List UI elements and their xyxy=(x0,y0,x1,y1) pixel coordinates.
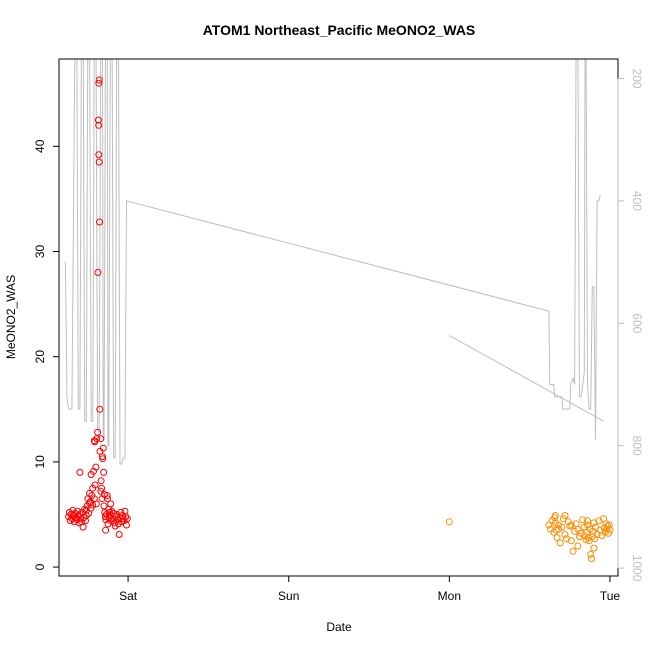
data-point-s1-46 xyxy=(602,520,610,528)
y2-tick-label-2: 600 xyxy=(630,313,644,333)
data-point-s1-8 xyxy=(553,534,561,542)
y2-tick-label-0: 200 xyxy=(630,69,644,89)
data-point-s1-13 xyxy=(561,531,569,538)
x-tick-label-0: Sat xyxy=(119,589,138,603)
x-tick-label-2: Mon xyxy=(438,589,461,603)
data-point-s0-56 xyxy=(99,444,107,452)
data-point-s0-42 xyxy=(95,121,103,129)
data-point-s0-72 xyxy=(107,500,115,508)
data-point-s0-90 xyxy=(121,507,129,515)
data-point-s1-58 xyxy=(574,542,582,550)
altitude-line-segment-0 xyxy=(64,59,601,465)
data-point-s1-10 xyxy=(556,539,564,547)
data-point-s0-62 xyxy=(102,526,110,534)
altitude-line-layer xyxy=(64,59,604,465)
y2-tick-label-4: 1000 xyxy=(630,555,644,582)
y-axis-label: MeONO2_WAS xyxy=(4,275,18,359)
data-point-s0-98 xyxy=(87,471,95,478)
data-point-s0-43 xyxy=(95,79,103,87)
data-point-s1-16 xyxy=(566,522,574,530)
data-point-s1-50 xyxy=(605,521,613,529)
data-point-s0-66 xyxy=(104,495,111,503)
data-point-s0-22 xyxy=(82,517,89,525)
y-tick-label-1: 10 xyxy=(33,455,47,469)
data-point-s0-99 xyxy=(97,487,105,495)
data-point-s1-18 xyxy=(569,547,577,555)
data-point-s1-55 xyxy=(561,512,569,519)
data-point-s0-97 xyxy=(82,506,90,514)
data-point-s0-14 xyxy=(76,468,84,476)
data-point-s1-54 xyxy=(567,521,575,529)
data-point-s0-47 xyxy=(96,218,103,226)
data-point-s1-33 xyxy=(588,555,595,563)
data-point-s0-57 xyxy=(100,468,108,476)
x-axis-label: Date xyxy=(326,620,352,634)
data-point-s0-45 xyxy=(95,151,103,159)
data-point-s1-21 xyxy=(574,525,582,533)
plot-frame xyxy=(58,58,619,577)
data-point-s0-46 xyxy=(95,158,103,166)
axes-layer: Sat Sun Mon Tue 0 10 20 30 40 200 400 600 800 1000 xyxy=(33,58,644,603)
data-point-s1-57 xyxy=(551,512,559,519)
data-point-s0-96 xyxy=(86,499,93,507)
x-tick-label-1: Sun xyxy=(278,589,299,603)
data-point-s1-24 xyxy=(579,516,587,524)
data-point-s1-59 xyxy=(590,544,598,552)
data-point-s0-40 xyxy=(94,269,102,276)
data-point-s1-51 xyxy=(606,526,614,534)
y-tick-label-4: 40 xyxy=(33,139,47,153)
data-point-s0-41 xyxy=(94,116,102,124)
data-point-s0-36 xyxy=(92,463,100,471)
data-point-s0-74 xyxy=(108,507,116,515)
data-points-layer xyxy=(65,76,614,563)
data-point-s0-94 xyxy=(90,495,98,503)
data-point-s0-93 xyxy=(123,515,131,523)
data-point-s1-53 xyxy=(580,532,588,539)
y-tick-label-3: 30 xyxy=(33,245,47,259)
data-point-s1-0 xyxy=(445,518,453,526)
y2-tick-label-1: 400 xyxy=(630,191,644,211)
data-point-s0-44 xyxy=(95,76,103,84)
y2-tick-label-3: 800 xyxy=(630,436,644,456)
data-point-s0-39 xyxy=(94,428,102,436)
data-point-s1-29 xyxy=(584,534,592,542)
data-point-s0-50 xyxy=(97,435,105,443)
data-point-s0-65 xyxy=(103,492,111,499)
data-point-s1-52 xyxy=(584,517,591,525)
y-tick-label-2: 20 xyxy=(33,350,47,364)
data-point-s0-19 xyxy=(79,523,87,531)
data-point-s1-38 xyxy=(592,523,599,531)
data-point-s0-91 xyxy=(122,513,130,521)
data-point-s0-48 xyxy=(96,405,104,413)
data-point-s1-17 xyxy=(567,537,575,545)
altitude-line-segment-1 xyxy=(449,335,604,422)
data-point-s0-52 xyxy=(98,484,106,492)
y-tick-label-0: 0 xyxy=(33,563,47,570)
data-point-s0-83 xyxy=(115,531,123,538)
data-point-s1-56 xyxy=(555,525,563,533)
chart-title: ATOM1 Northeast_Pacific MeONO2_WAS xyxy=(203,22,476,38)
data-point-s0-55 xyxy=(99,455,107,463)
data-point-s0-51 xyxy=(97,477,105,485)
data-point-s1-32 xyxy=(587,550,595,558)
x-tick-label-3: Tue xyxy=(600,589,621,603)
data-point-s0-35 xyxy=(91,481,99,489)
